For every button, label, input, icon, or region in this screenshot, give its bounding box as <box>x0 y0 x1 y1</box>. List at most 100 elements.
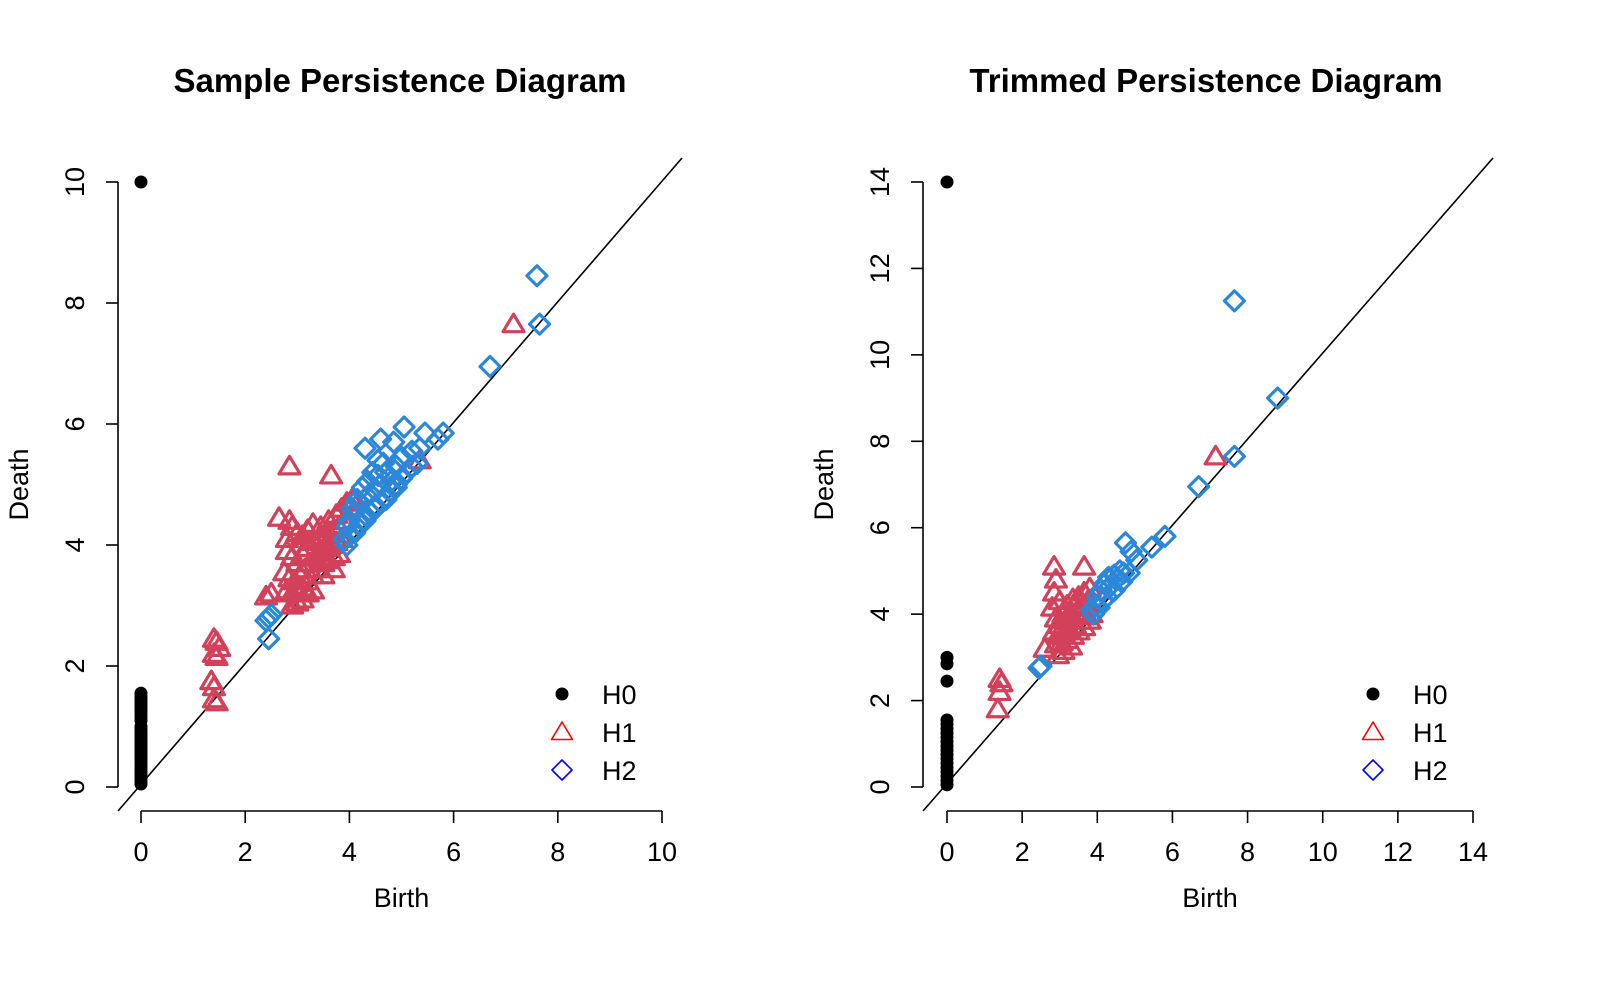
h2-point <box>369 427 393 451</box>
x-tick-label: 8 <box>1240 837 1255 867</box>
h0-point <box>940 175 954 189</box>
x-tick-label: 12 <box>1383 837 1413 867</box>
h2-point <box>1119 539 1143 564</box>
h2-point <box>1113 531 1138 555</box>
h1-point <box>1058 634 1084 656</box>
legend-label-h1: H1 <box>602 718 637 748</box>
legend-label-h1: H1 <box>1413 718 1448 748</box>
x-axis-label: Birth <box>374 883 430 913</box>
x-tick-label: 10 <box>647 837 677 867</box>
h1-point <box>985 697 1010 719</box>
h0-point <box>940 674 954 688</box>
y-tick-label: 4 <box>60 537 90 552</box>
legend: H0 H1 H2 <box>1361 680 1448 786</box>
x-tick-label: 10 <box>1308 837 1338 867</box>
h2-point <box>392 415 416 439</box>
h2-point <box>1117 561 1141 585</box>
y-tick-label: 10 <box>865 340 895 370</box>
h2-point <box>353 509 377 533</box>
h0-point <box>134 777 148 791</box>
y-tick-label: 0 <box>60 779 90 794</box>
h1-point <box>1032 637 1057 658</box>
series-h0 <box>134 175 148 791</box>
h1-point <box>321 545 346 567</box>
h2-point <box>345 488 369 512</box>
legend-label-h0: H0 <box>1413 680 1448 710</box>
x-tick-label: 0 <box>939 837 954 867</box>
x-tick-label: 0 <box>133 837 148 867</box>
h2-point <box>478 354 502 379</box>
y-tick-label: 2 <box>60 658 90 673</box>
h2-point <box>1098 574 1123 598</box>
h2-point <box>379 478 403 503</box>
h2-point <box>384 475 408 500</box>
x-tick-label: 2 <box>1015 837 1030 867</box>
h1-point <box>319 463 344 485</box>
y-axis-label: Death <box>809 448 839 520</box>
x-tick-label: 6 <box>446 837 461 867</box>
y-tick-label: 8 <box>865 434 895 449</box>
h1-point <box>1066 619 1091 641</box>
h2-point <box>348 512 372 536</box>
h2-point <box>371 451 395 475</box>
h2-point <box>340 497 364 521</box>
h2-point <box>1266 386 1290 410</box>
legend-marker-h2 <box>551 759 573 781</box>
series-h2 <box>1027 289 1290 680</box>
h2-point <box>1222 444 1247 469</box>
y-tick-label: 6 <box>60 416 90 431</box>
h2-point <box>408 436 432 460</box>
legend-marker-h2 <box>1362 759 1384 781</box>
h1-point <box>279 593 305 615</box>
h2-point <box>400 454 424 478</box>
h2-point <box>353 436 377 460</box>
x-tick-label: 2 <box>238 837 253 867</box>
h1-point <box>1051 639 1076 660</box>
y-tick-label: 10 <box>60 167 90 197</box>
h2-point <box>527 312 552 336</box>
h2-point <box>525 264 549 288</box>
h2-point <box>1111 561 1136 585</box>
h2-point <box>1153 524 1177 548</box>
h2-point <box>1222 289 1247 313</box>
trimmed-persistence-panel: Trimmed Persistence Diagram 0 2 4 6 8 10 12 14 B… <box>809 62 1494 913</box>
h2-point <box>1091 589 1115 613</box>
y-tick-label: 14 <box>865 167 895 197</box>
h1-point <box>259 581 284 603</box>
chart-title: Sample Persistence Diagram <box>173 62 626 99</box>
h2-point <box>1081 602 1106 626</box>
legend: H0 H1 H2 <box>550 680 637 786</box>
h2-point <box>259 602 283 627</box>
series-h0 <box>940 175 954 792</box>
x-tick-label: 4 <box>342 837 357 867</box>
legend-label-h0: H0 <box>602 680 637 710</box>
h2-point <box>1029 654 1053 678</box>
h2-point <box>389 466 414 491</box>
h2-point <box>257 627 281 651</box>
h1-point <box>321 557 346 579</box>
h2-point <box>356 469 380 494</box>
x-tick-label: 4 <box>1090 837 1105 867</box>
h1-point <box>989 671 1014 693</box>
h1-point <box>311 563 336 585</box>
h0-point <box>940 778 954 792</box>
legend-marker-h0 <box>555 687 569 701</box>
sample-persistence-panel: Sample Persistence Diagram 0 2 4 6 8 10 Birth 0… <box>4 62 683 913</box>
h2-point <box>426 427 450 451</box>
h1-point <box>1072 555 1097 576</box>
y-tick-label: 2 <box>865 693 895 708</box>
h2-point <box>1187 475 1211 499</box>
h1-point <box>501 312 526 334</box>
h2-point <box>1140 535 1164 559</box>
legend-marker-h1 <box>550 721 574 741</box>
h2-point <box>374 488 398 512</box>
h0-point <box>134 175 148 189</box>
legend-marker-h0 <box>1366 687 1380 701</box>
series-h1 <box>985 444 1228 719</box>
h1-point <box>253 584 279 606</box>
h2-point <box>343 521 367 545</box>
x-tick-label: 14 <box>1458 837 1488 867</box>
x-tick-label: 6 <box>1165 837 1180 867</box>
h2-point <box>350 475 375 500</box>
